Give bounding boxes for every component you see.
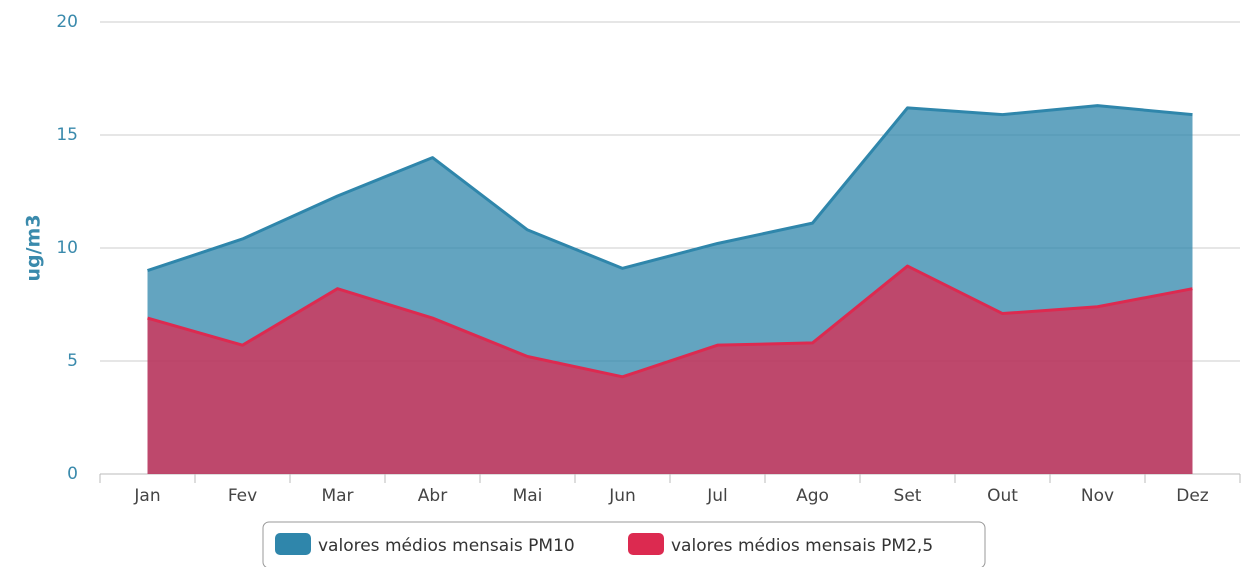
x-tick-label: Nov [1081,486,1114,506]
line [147,104,1193,273]
legend-box [262,521,986,567]
legend-swatch [275,533,311,555]
x-tick-label: Jan [133,486,160,506]
x-tick-label: Abr [418,486,447,506]
y-axis-label: ug/m3 [23,214,45,281]
y-tick-label: 20 [56,12,78,32]
legend-swatch [628,533,664,555]
line [147,264,1193,379]
legend-label: valores médios mensais PM2,5 [671,536,933,556]
x-tick-label: Mar [321,486,353,506]
x-tick-label: Jun [608,486,636,506]
x-tick-label: Mai [513,486,543,506]
x-tick-label: Fev [228,486,257,506]
x-tick-label: Dez [1176,486,1209,506]
area [147,266,1193,474]
y-tick-label: 0 [67,464,78,484]
x-tick-label: Jul [706,486,728,506]
y-tick-label: 10 [56,238,78,258]
x-tick-label: Ago [796,486,829,506]
y-tick-label: 15 [56,125,78,145]
x-tick-label: Set [894,486,922,506]
legend-label: valores médios mensais PM10 [318,536,575,556]
x-tick-label: Out [987,486,1018,506]
y-tick-label: 5 [67,351,78,371]
